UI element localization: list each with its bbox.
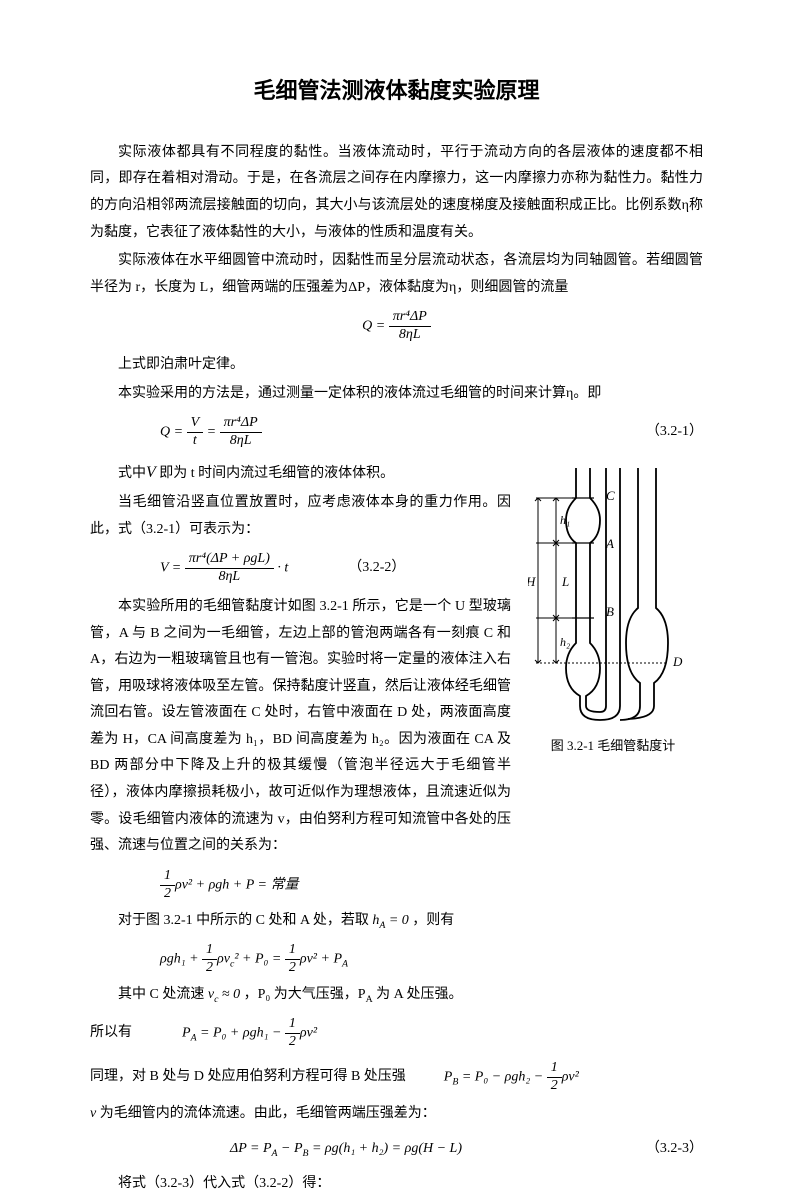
equation-poiseuille: Q = πr⁴ΔP8ηL <box>90 309 703 344</box>
paragraph-6: 当毛细管沿竖直位置放置时，应考虑液体本身的重力作用。因此，式（3.2-1）可表示… <box>90 490 511 543</box>
paragraph-9: 其中 C 处流速 vc ≈ 0 ，P₀ 为大气压强，PA 为 A 处压强。 <box>90 982 703 1009</box>
svg-text:h₂: h₂ <box>560 635 570 649</box>
viscometer-diagram: C A B D H h₁ L h₂ <box>528 458 698 728</box>
paragraph-8: 对于图 3.2-1 中所示的 C 处和 A 处，若取 hA = 0 ，则有 <box>90 908 703 935</box>
equation-number-3: （3.2-3） <box>646 1136 703 1163</box>
equation-number-2: （3.2-2） <box>348 555 405 582</box>
paragraph-4: 本实验采用的方法是，通过测量一定体积的液体流过毛细管的时间来计算η。即 <box>90 381 703 408</box>
equation-pa-line: 所以有 PA = P₀ + ρgh₁ − 12ρv² <box>90 1016 703 1051</box>
paragraph-3: 上式即泊肃叶定律。 <box>90 352 703 379</box>
diagram-caption: 图 3.2-1 毛细管黏度计 <box>523 734 703 759</box>
svg-text:D: D <box>672 654 683 669</box>
page-title: 毛细管法测液体黏度实验原理 <box>90 70 703 112</box>
svg-text:A: A <box>605 536 614 551</box>
equation-3-2-1: Q = Vt = πr⁴ΔP8ηL （3.2-1） <box>90 415 703 450</box>
paragraph-1: 实际液体都具有不同程度的黏性。当液体流动时，平行于流动方向的各层液体的速度都不相… <box>90 140 703 246</box>
equation-3-2-2: V = πr⁴(ΔP + ρgL)8ηL · t （3.2-2） <box>90 551 511 586</box>
svg-text:B: B <box>606 604 614 619</box>
left-column: 式中V 即为 t 时间内流过毛细管的液体体积。 当毛细管沿竖直位置放置时，应考虑… <box>90 458 511 862</box>
svg-text:L: L <box>561 574 569 589</box>
equation-bernoulli: 12ρv² + ρgh + P = 常量 <box>160 868 703 903</box>
svg-text:H: H <box>528 574 536 589</box>
right-column: C A B D H h₁ L h₂ 图 3.2-1 毛细管黏度计 <box>523 458 703 759</box>
label-similarly: 同理，对 B 处与 D 处应用伯努利方程可得 B 处压强 <box>90 1064 406 1091</box>
equation-3-2-3: ΔP = PA − PB = ρg(h₁ + h₂) = ρg(H − L) （… <box>90 1136 703 1163</box>
equation-ca: ρgh₁ + 12ρvc² + P₀ = 12ρv² + PA <box>160 942 703 977</box>
paragraph-7: 本实验所用的毛细管黏度计如图 3.2-1 所示，它是一个 U 型玻璃管，A 与 … <box>90 594 511 860</box>
equation-pb-line: 同理，对 B 处与 D 处应用伯努利方程可得 B 处压强 PB = P₀ − ρ… <box>90 1060 703 1095</box>
paragraph-13: 将式（3.2-3）代入式（3.2-2）得： <box>90 1171 703 1198</box>
svg-text:h₁: h₁ <box>560 513 570 527</box>
svg-text:C: C <box>606 488 615 503</box>
paragraph-5: 式中V 即为 t 时间内流过毛细管的液体体积。 <box>90 458 511 488</box>
label-so: 所以有 <box>90 1020 132 1047</box>
equation-number-1: （3.2-1） <box>646 419 703 446</box>
paragraph-2: 实际液体在水平细圆管中流动时，因黏性而呈分层流动状态，各流层均为同轴圆管。若细圆… <box>90 248 703 301</box>
paragraph-12: v 为毛细管内的流体流速。由此，毛细管两端压强差为： <box>90 1101 703 1128</box>
